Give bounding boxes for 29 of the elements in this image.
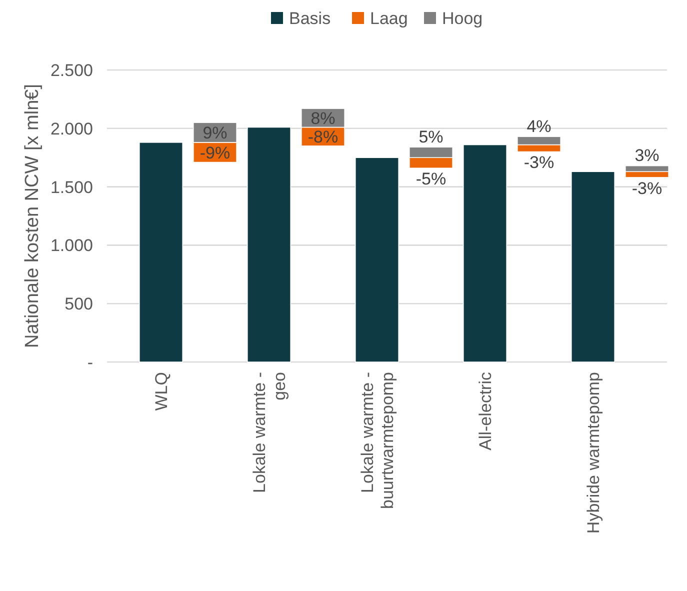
x-tick-label: Hybride warmtepomp: [584, 372, 603, 534]
legend-label: Basis: [289, 8, 331, 28]
y-tick-label: 1.000: [50, 236, 93, 256]
legend-label: Laag: [370, 8, 408, 28]
y-tick-label: -: [87, 352, 93, 372]
annotation: 4%: [526, 117, 552, 136]
annotation: 8%: [310, 108, 336, 128]
bar: [355, 157, 399, 362]
x-tick-label: WLQ: [152, 372, 171, 411]
bar: [139, 142, 183, 362]
bar: [571, 171, 615, 362]
annotation: -3%: [524, 153, 554, 172]
annotation: 5%: [418, 128, 444, 147]
annotation: -5%: [416, 170, 446, 189]
bar: [463, 144, 507, 362]
legend-label: Hoog: [442, 8, 483, 28]
y-axis-title: Nationale kosten NCW [x mln€]: [22, 84, 43, 348]
y-tick-label: 500: [64, 294, 93, 314]
annotation: -3%: [632, 178, 662, 198]
y-tick-label: 2.500: [50, 60, 93, 80]
x-tick-label: Lokale warmte - geo: [250, 372, 289, 493]
y-tick-label: 2.000: [50, 119, 93, 138]
y-tick-label: 1.500: [50, 178, 93, 197]
annotation: 9%: [202, 123, 228, 142]
annotation: 3%: [634, 146, 660, 166]
bar: [247, 126, 291, 362]
x-tick-label: All-electric: [476, 372, 495, 450]
annotation: -9%: [200, 143, 230, 162]
annotation: -8%: [308, 128, 338, 147]
